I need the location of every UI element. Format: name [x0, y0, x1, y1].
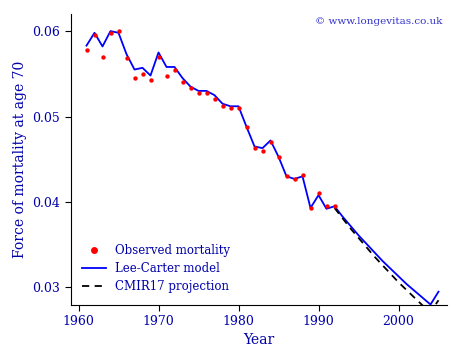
Point	[107, 30, 114, 36]
Point	[187, 85, 194, 91]
Point	[267, 139, 274, 145]
Point	[227, 105, 234, 111]
Point	[283, 174, 290, 179]
Text: © www.longevitas.co.uk: © www.longevitas.co.uk	[315, 17, 443, 26]
Point	[203, 90, 210, 96]
Point	[195, 90, 202, 96]
Point	[123, 56, 130, 61]
Point	[131, 75, 138, 81]
Point	[171, 67, 178, 72]
Point	[315, 191, 322, 196]
Point	[331, 203, 338, 209]
Point	[243, 124, 250, 130]
Point	[163, 73, 170, 78]
Point	[307, 205, 314, 211]
Point	[211, 97, 218, 102]
Y-axis label: Force of mortality at age 70: Force of mortality at age 70	[13, 61, 27, 258]
Point	[99, 54, 106, 60]
Point	[235, 105, 242, 111]
Point	[179, 79, 186, 85]
Point	[275, 154, 282, 160]
Point	[323, 203, 330, 209]
Legend: Observed mortality, Lee-Carter model, CMIR17 projection: Observed mortality, Lee-Carter model, CM…	[77, 238, 236, 299]
Point	[115, 28, 122, 34]
Point	[155, 54, 162, 60]
Point	[291, 176, 298, 182]
Point	[299, 172, 306, 177]
Point	[219, 104, 226, 109]
Point	[91, 33, 98, 38]
Point	[259, 148, 266, 154]
Point	[251, 145, 258, 151]
Point	[83, 47, 90, 53]
Point	[139, 71, 146, 77]
X-axis label: Year: Year	[243, 334, 274, 348]
Point	[147, 77, 154, 83]
